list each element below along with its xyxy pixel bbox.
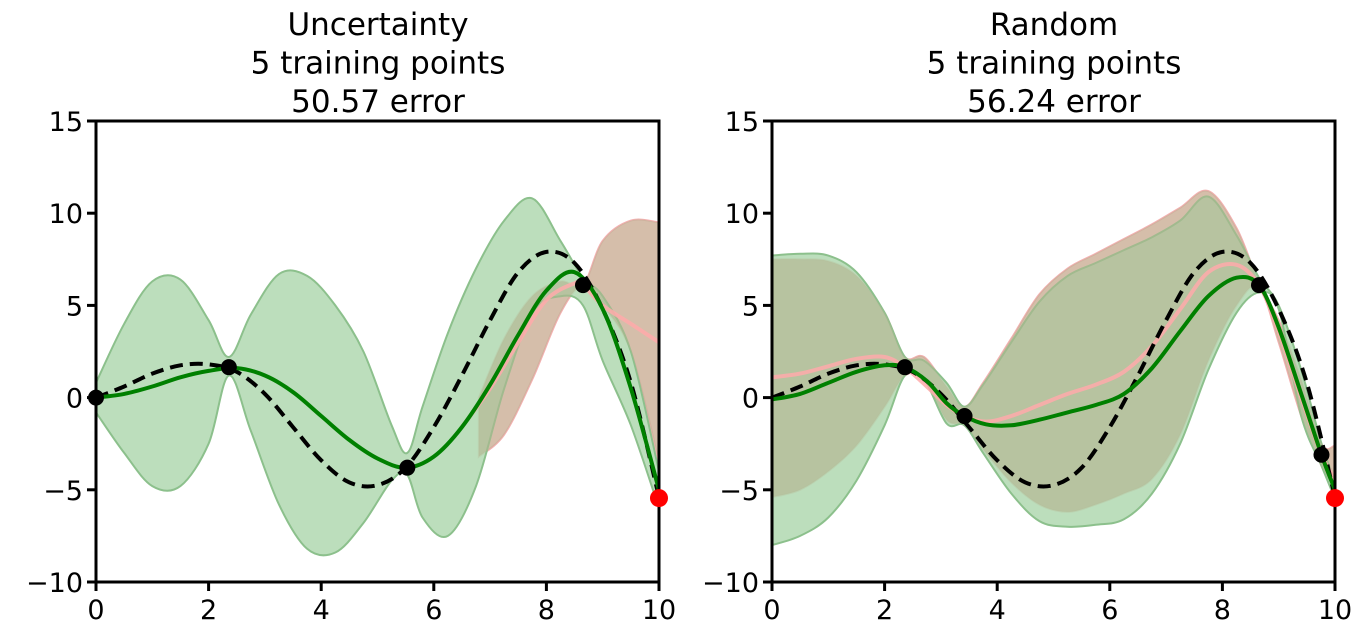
y-tick-label: −5 — [719, 476, 759, 507]
chart-title-line: Uncertainty — [287, 7, 468, 43]
chart-title-line: 56.24 error — [967, 84, 1141, 120]
x-tick-label: 10 — [642, 595, 676, 626]
band-overlap — [478, 219, 659, 463]
y-tick-label: −10 — [702, 568, 759, 599]
training-point — [574, 277, 591, 294]
new-point — [1326, 489, 1344, 508]
y-tick-label: 15 — [725, 107, 759, 138]
training-point — [220, 359, 237, 376]
plot-area — [96, 196, 659, 557]
x-tick-label: 10 — [1318, 595, 1352, 626]
y-tick-label: 10 — [725, 199, 759, 230]
y-tick-label: 0 — [66, 384, 83, 415]
y-tick-label: 10 — [49, 199, 83, 230]
training-point — [1250, 277, 1267, 294]
mean-line — [96, 269, 659, 491]
x-tick-label: 8 — [538, 595, 555, 626]
x-tick-label: 6 — [1101, 595, 1118, 626]
training-point — [399, 459, 416, 476]
y-tick-label: −10 — [26, 568, 83, 599]
x-tick-label: 0 — [87, 595, 104, 626]
y-tick-label: 15 — [49, 107, 83, 138]
training-point — [1313, 446, 1330, 463]
chart-title-line: 5 training points — [927, 46, 1182, 82]
axes-frame — [94, 119, 661, 584]
previous-mean-line — [460, 279, 659, 429]
true-function-line — [772, 249, 1335, 498]
chart-title-line: Random — [990, 7, 1118, 43]
true-function-line — [96, 249, 659, 498]
x-tick-label: 6 — [425, 595, 442, 626]
chart-title-line: 50.57 error — [291, 84, 465, 120]
training-point — [88, 389, 104, 406]
chart-title-line: 5 training points — [251, 46, 506, 82]
y-tick-label: 0 — [742, 384, 759, 415]
x-tick-label: 2 — [200, 595, 217, 626]
y-tick-label: 5 — [742, 291, 759, 322]
y-tick-label: −5 — [43, 476, 83, 507]
training-point — [896, 359, 913, 376]
new-point — [650, 489, 668, 508]
x-tick-label: 4 — [313, 595, 330, 626]
x-tick-label: 2 — [876, 595, 893, 626]
training-point — [956, 408, 973, 425]
plot-area — [772, 189, 1335, 547]
y-tick-label: 5 — [66, 291, 83, 322]
x-tick-label: 8 — [1214, 595, 1231, 626]
mean-line — [772, 274, 1335, 491]
x-tick-label: 0 — [763, 595, 780, 626]
x-tick-label: 4 — [989, 595, 1006, 626]
band-overlap — [772, 190, 1335, 512]
axes-frame — [770, 119, 1337, 584]
